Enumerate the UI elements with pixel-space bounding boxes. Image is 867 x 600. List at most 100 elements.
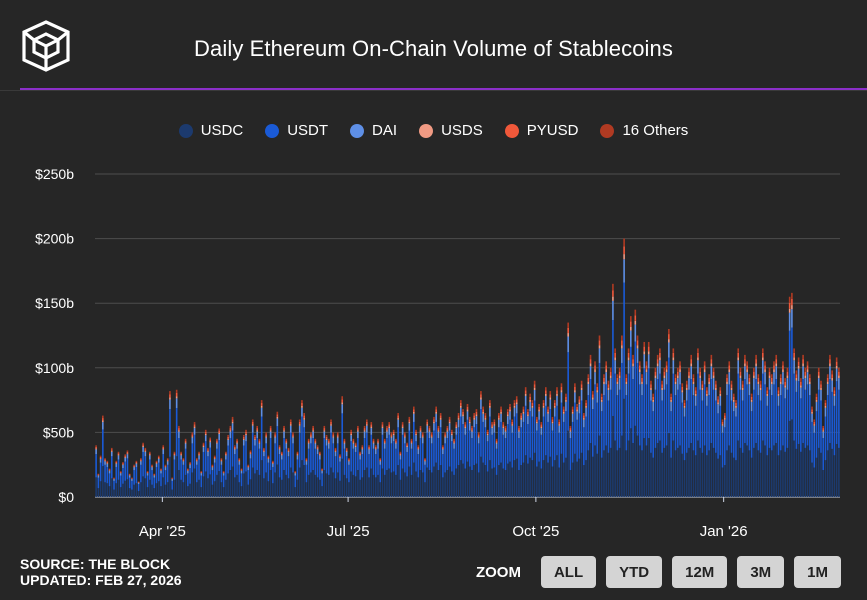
bar-segment-usdc (777, 455, 780, 497)
bar-segment-usdc (495, 474, 498, 497)
bar-segment-usdt (260, 416, 263, 461)
bar-segment-usdt (641, 395, 643, 451)
bar-segment-usdt (795, 391, 798, 449)
bar-segment-usds (580, 387, 583, 391)
bar-segment-16-others (327, 438, 330, 441)
bar-segment-pyusd (562, 409, 565, 412)
bar-segment-16-others (681, 383, 684, 387)
zoom-button-ytd[interactable]: YTD (606, 556, 663, 588)
bar-segment-pyusd (410, 440, 413, 443)
bar-segment-dai (551, 423, 554, 431)
bar-segment-usdt (321, 473, 323, 487)
bar-segment-dai (294, 473, 297, 476)
bar-segment-usdc (518, 470, 520, 497)
bar-segment-16-others (289, 419, 292, 422)
bar-segment-pyusd (301, 403, 303, 406)
bar-segment-usdt (694, 405, 697, 456)
bar-segment-16-others (562, 406, 565, 410)
bar-segment-usdc (220, 482, 223, 497)
bar-segment-16-others (500, 406, 502, 410)
header-divider (0, 90, 867, 91)
bar-segment-dai (647, 354, 650, 369)
bar-segment-16-others (583, 413, 585, 416)
bar-segment-16-others (404, 432, 406, 435)
bar-segment-usdt (616, 395, 619, 451)
bar-segment-usds (220, 460, 223, 462)
bar-segment-pyusd (200, 471, 203, 473)
bar-segment-usds (553, 405, 556, 408)
bar-segment-pyusd (251, 421, 254, 425)
zoom-button-1m[interactable]: 1M (794, 556, 841, 588)
bar-segment-16-others (822, 425, 825, 429)
zoom-button-3m[interactable]: 3M (737, 556, 785, 588)
bar-segment-16-others (824, 400, 827, 404)
bar-segment-usds (99, 458, 102, 459)
bar-segment-usdt (281, 459, 283, 480)
bar-segment-dai (453, 443, 455, 449)
bar-segment-16-others (663, 367, 666, 372)
bar-segment-dai (793, 360, 795, 374)
bar-segment-usdc (531, 460, 534, 497)
bar-segment-usds (674, 381, 677, 385)
legend-item-dai[interactable]: DAI (350, 122, 397, 139)
bar-segment-pyusd (746, 365, 748, 370)
bar-segment-usdc (676, 447, 679, 497)
bar-segment-dai (679, 372, 681, 385)
bar-segment-dai (343, 443, 346, 449)
bar-segment-usds (509, 409, 511, 412)
bar-segment-usdt (614, 373, 616, 441)
bar-segment-dai (829, 366, 831, 380)
bar-segment-usdc (627, 440, 630, 497)
bar-segment-usds (433, 421, 435, 424)
bar-segment-16-others (710, 354, 713, 360)
bar-segment-usdt (381, 434, 384, 469)
bar-segment-dai (603, 384, 605, 396)
bar-segment-usdc (424, 482, 426, 497)
bar-segment-16-others (484, 413, 487, 416)
bar-segment-usdc (759, 452, 762, 497)
bar-segment-pyusd (220, 459, 223, 461)
bar-segment-usds (721, 424, 724, 426)
legend-item-usdt[interactable]: USDT (265, 122, 328, 139)
zoom-button-12m[interactable]: 12M (672, 556, 728, 588)
bar-segment-usds (140, 460, 142, 462)
legend-item-16-others[interactable]: 16 Others (600, 122, 688, 139)
bar-segment-usds (173, 454, 176, 456)
bar-segment-16-others (600, 393, 603, 397)
bar-segment-usdt (741, 400, 744, 453)
legend-item-pyusd[interactable]: PYUSD (504, 122, 578, 139)
bar-segment-usds (786, 375, 789, 379)
bar-segment-usds (238, 460, 241, 462)
legend-item-usdc[interactable]: USDC (178, 122, 243, 139)
bar-segment-usdc (157, 481, 160, 497)
bar-segment-usdt (594, 384, 596, 446)
bar-segment-pyusd (254, 436, 256, 439)
bar-segment-usdt (234, 454, 236, 478)
bar-segment-dai (162, 449, 165, 455)
zoom-button-all[interactable]: ALL (540, 556, 597, 588)
bar-segment-16-others (638, 361, 641, 366)
bar-segment-usdc (793, 440, 795, 497)
bar-segment-dai (184, 443, 187, 449)
bar-segment-16-others (486, 429, 489, 432)
bar-segment-usdt (701, 400, 704, 453)
bar-segment-usdt (542, 416, 545, 461)
bar-segment-dai (556, 395, 558, 406)
bar-segment-usdt (659, 373, 661, 441)
bar-segment-pyusd (468, 419, 471, 422)
bar-segment-16-others (310, 432, 312, 435)
bar-segment-16-others (430, 432, 433, 435)
bar-segment-usdt (491, 434, 493, 469)
legend-item-usds[interactable]: USDS (419, 122, 483, 139)
bar-segment-16-others (621, 335, 623, 341)
bar-segment-dai (562, 413, 565, 422)
bar-segment-pyusd (829, 359, 831, 364)
bar-segment-16-others (287, 447, 290, 450)
bar-segment-usdc (332, 472, 335, 497)
bar-segment-16-others (482, 406, 484, 410)
bar-segment-usdc (267, 481, 270, 497)
bar-segment-16-others (153, 473, 156, 475)
bar-segment-16-others (307, 438, 310, 441)
bar-segment-16-others (258, 438, 261, 441)
bar-segment-16-others (549, 391, 552, 395)
